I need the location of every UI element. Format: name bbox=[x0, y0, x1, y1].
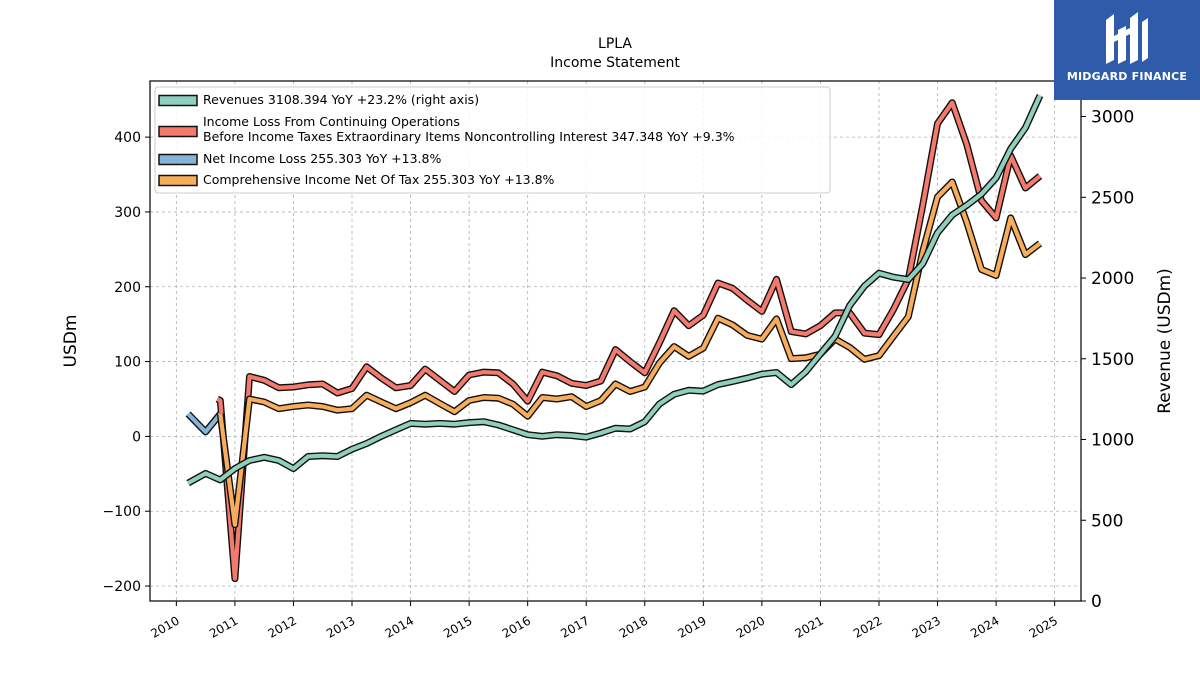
legend-box bbox=[154, 86, 831, 194]
x-tick-label: 2020 bbox=[734, 613, 767, 640]
series-line-revenues bbox=[187, 94, 1042, 485]
y-right-tick-label: 1000 bbox=[1091, 431, 1134, 451]
x-tick-label: 2024 bbox=[968, 613, 1001, 640]
y-right-tick-label: 0 bbox=[1091, 592, 1102, 612]
y-right-tick-label: 500 bbox=[1091, 511, 1123, 531]
x-tick-label: 2011 bbox=[207, 613, 240, 640]
y-right-tick-label: 3000 bbox=[1091, 108, 1134, 128]
legend-label: Before Income Taxes Extraordinary Items … bbox=[203, 129, 735, 144]
x-tick-label: 2017 bbox=[558, 613, 591, 640]
legend-swatch bbox=[158, 174, 198, 187]
plot-lines bbox=[185, 94, 1044, 583]
legend-label: Revenues 3108.394 YoY +23.2% (right axis… bbox=[203, 92, 479, 107]
y-tick-label: 0 bbox=[132, 429, 141, 445]
x-tick-label: 2013 bbox=[324, 613, 357, 640]
series-line-income-loss-from bbox=[216, 100, 1042, 581]
chart-title: LPLA bbox=[598, 36, 632, 52]
y-right-tick-label: 1500 bbox=[1091, 350, 1134, 370]
y-tick-label: −200 bbox=[103, 579, 141, 595]
midgard-finance-logo: MIDGARD FINANCE bbox=[1054, 0, 1200, 100]
x-tick-label: 2010 bbox=[148, 613, 181, 640]
x-tick-label: 2018 bbox=[617, 613, 650, 640]
y-right-tick-label: 2000 bbox=[1091, 269, 1134, 289]
series-line-net-income-loss bbox=[186, 412, 222, 434]
x-tick-label: 2012 bbox=[266, 613, 299, 640]
series-line-comprehensive-income-net bbox=[218, 179, 1042, 527]
x-tick-label: 2016 bbox=[500, 613, 533, 640]
x-tick-label: 2019 bbox=[675, 613, 708, 640]
y-tick-label: −100 bbox=[103, 504, 141, 520]
x-tick-label: 2015 bbox=[441, 613, 474, 640]
legend: Revenues 3108.394 YoY +23.2% (right axis… bbox=[154, 86, 831, 194]
y-axis-right-label: Revenue (USDm) bbox=[1155, 268, 1175, 414]
legend-swatch bbox=[158, 125, 198, 138]
y-axis-left: −200 −100 0 100 200 300 400 bbox=[103, 130, 150, 595]
x-tick-label: 2023 bbox=[910, 613, 943, 640]
y-axis-right: 0 500 1000 1500 2000 2500 3000 bbox=[1081, 108, 1134, 612]
plot-frame bbox=[149, 80, 1082, 602]
y-tick-label: 400 bbox=[114, 130, 141, 146]
y-tick-label: 300 bbox=[114, 205, 141, 221]
legend-swatch bbox=[158, 153, 198, 166]
y-tick-label: 200 bbox=[114, 280, 141, 296]
x-axis: 2010 2011 2012 2013 2014 2015 2016 2017 2018 2019… bbox=[148, 601, 1060, 641]
logo-text: MIDGARD FINANCE bbox=[1066, 70, 1188, 83]
y-right-tick-label: 2500 bbox=[1091, 188, 1134, 208]
y-axis-label: USDm bbox=[61, 315, 81, 368]
logo-mark-icon bbox=[1106, 12, 1148, 64]
x-tick-label: 2022 bbox=[851, 613, 884, 640]
legend-label: Income Loss From Continuing Operations bbox=[203, 114, 460, 129]
x-tick-label: 2014 bbox=[383, 613, 416, 640]
y-tick-label: 100 bbox=[114, 355, 141, 371]
chart-subtitle: Income Statement bbox=[550, 55, 680, 71]
x-tick-label: 2021 bbox=[792, 613, 825, 640]
legend-label: Net Income Loss 255.303 YoY +13.8% bbox=[203, 151, 441, 166]
x-tick-label: 2025 bbox=[1027, 613, 1060, 640]
legend-label: Comprehensive Income Net Of Tax 255.303 … bbox=[203, 172, 555, 187]
legend-swatch bbox=[158, 94, 198, 107]
